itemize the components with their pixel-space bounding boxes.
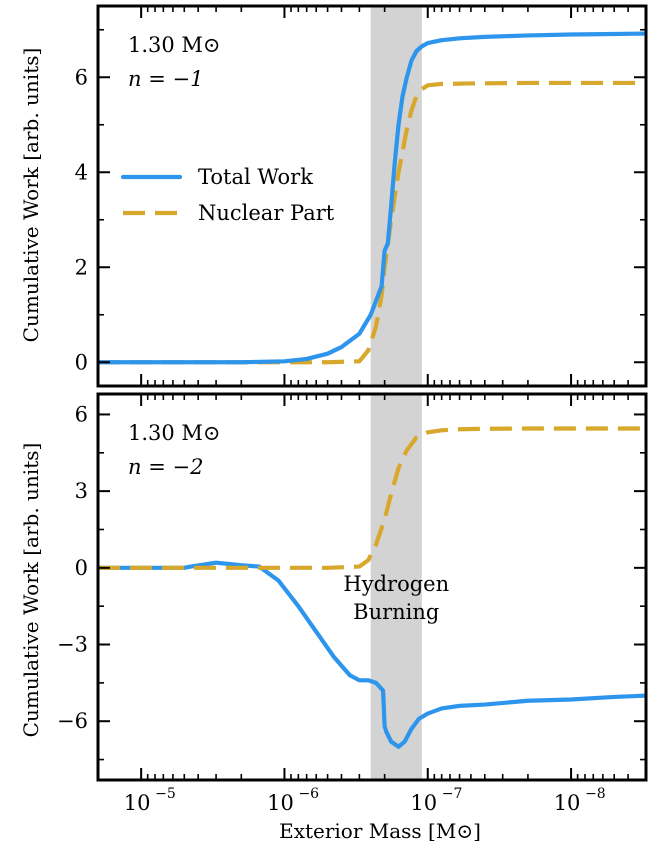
legend: Total Work Nuclear Part	[120, 165, 335, 225]
y-tick-label: 0	[75, 350, 88, 374]
x-tick-exponent: −7	[442, 786, 463, 802]
y-tick-label: 3	[75, 479, 88, 503]
y-axis-title-bottom: Cumulative Work [arb. units]	[19, 443, 43, 738]
n-annotation: n = −2	[128, 455, 203, 479]
mass-annotation: 1.30 M⊙	[128, 421, 221, 445]
x-tick-label: 10	[124, 791, 151, 815]
x-tick-label: 10	[410, 791, 437, 815]
axes-frame	[96, 4, 648, 388]
y-tick-label: 2	[75, 255, 88, 279]
plot-area	[98, 31, 646, 365]
x-axis-title: Exterior Mass [M⊙]	[279, 819, 481, 843]
burning-label: Burning	[353, 600, 439, 624]
mass-annotation: 1.30 M⊙	[128, 33, 221, 57]
y-tick-label: −6	[57, 709, 88, 733]
nuclear-part-line	[98, 426, 646, 570]
y-tick-label: 4	[75, 160, 88, 184]
plot-area	[98, 426, 646, 749]
total-work-line	[98, 560, 646, 749]
y-axis-title-top: Cumulative Work [arb. units]	[19, 48, 43, 343]
x-tick-exponent: −8	[585, 786, 606, 802]
x-tick-label: 10	[267, 791, 294, 815]
shaded-band	[370, 394, 422, 780]
x-tick-exponent: −6	[298, 786, 319, 802]
y-tick-label: 0	[75, 556, 88, 580]
y-tick-label: 6	[75, 65, 88, 89]
y-tick-label: −3	[57, 633, 88, 657]
n-annotation: n = −1	[128, 67, 203, 91]
y-axis-title-top-text: Cumulative Work [arb. units]	[19, 48, 43, 343]
y-tick-label: 6	[75, 402, 88, 426]
total-work-line	[98, 31, 646, 365]
legend-label: Nuclear Part	[198, 201, 335, 225]
hydrogen-label: Hydrogen	[343, 572, 449, 596]
legend-label: Total Work	[198, 165, 313, 189]
y-axis-title-bottom-text: Cumulative Work [arb. units]	[19, 443, 43, 738]
axes-frame	[96, 392, 648, 782]
panel-top: 0 2 4 6 1.30 M⊙ n = −1 Total Work Nuclear Part	[75, 4, 648, 388]
x-tick-exponent: −5	[155, 786, 176, 802]
nuclear-part-line	[98, 80, 646, 365]
x-tick-label: 10	[554, 791, 581, 815]
